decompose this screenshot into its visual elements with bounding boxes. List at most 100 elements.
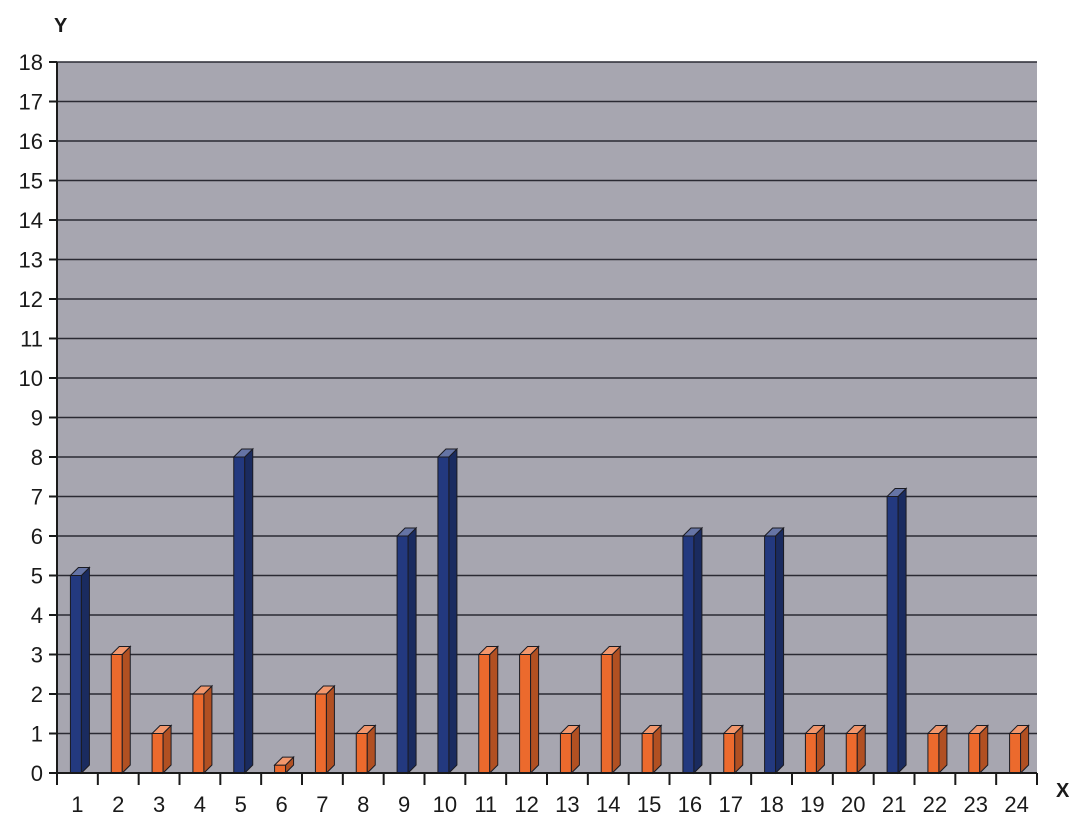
y-tick-label: 7 bbox=[31, 485, 43, 510]
y-tick-label: 6 bbox=[31, 524, 43, 549]
y-tick-label: 0 bbox=[31, 761, 43, 786]
y-tick-label: 16 bbox=[19, 129, 43, 154]
bar-front bbox=[192, 693, 205, 774]
bar bbox=[436, 447, 459, 775]
bar-front bbox=[233, 456, 246, 774]
bar-side bbox=[775, 526, 785, 775]
bar-front bbox=[478, 654, 491, 774]
bar-side bbox=[325, 684, 335, 775]
bar-top bbox=[314, 685, 336, 695]
bar-front bbox=[682, 535, 695, 774]
bar-top bbox=[518, 646, 540, 655]
bar bbox=[355, 724, 377, 775]
y-tick-label: 18 bbox=[19, 50, 43, 75]
x-tick-label: 18 bbox=[759, 792, 783, 817]
bar-front bbox=[355, 733, 368, 774]
bar-front bbox=[845, 733, 858, 774]
bar-side bbox=[203, 684, 213, 775]
bar-top bbox=[926, 725, 949, 734]
bar-top bbox=[722, 725, 744, 734]
bar-top bbox=[885, 488, 908, 497]
bar bbox=[191, 684, 214, 775]
bar-front bbox=[804, 733, 817, 774]
x-tick-label: 20 bbox=[841, 792, 865, 817]
bar-top bbox=[967, 725, 989, 734]
bar-front bbox=[1009, 733, 1022, 774]
y-tick-label: 17 bbox=[19, 90, 43, 115]
bar-front bbox=[764, 535, 777, 774]
bar-top bbox=[559, 725, 581, 734]
bar-top bbox=[640, 725, 663, 734]
bar bbox=[1008, 724, 1030, 775]
bar bbox=[69, 566, 91, 775]
bar-front bbox=[559, 733, 572, 774]
bar-side bbox=[80, 566, 90, 775]
bar bbox=[232, 447, 254, 775]
bar bbox=[559, 724, 581, 775]
bar-top bbox=[477, 646, 499, 655]
bar-top bbox=[273, 756, 295, 766]
bar-front bbox=[396, 535, 409, 774]
x-tick-label: 17 bbox=[719, 792, 743, 817]
gridlines bbox=[57, 61, 1037, 735]
bar bbox=[967, 724, 989, 775]
x-tick-label: 23 bbox=[964, 792, 988, 817]
bar bbox=[722, 724, 744, 775]
x-tick-label: 1 bbox=[71, 792, 83, 817]
x-tick-label: 2 bbox=[112, 792, 124, 817]
bar bbox=[763, 526, 785, 775]
bar-top bbox=[600, 646, 622, 655]
bar bbox=[885, 487, 908, 775]
x-tick-label: 14 bbox=[596, 792, 620, 817]
x-tick-labels: 1 2 3 4 5 6 7 8 9 10 11 12 13 14 15 16 17 18 19 20 21 22 23 24 bbox=[71, 792, 1029, 817]
bar bbox=[110, 645, 132, 775]
bar bbox=[477, 645, 499, 775]
y-tick-label: 14 bbox=[19, 208, 43, 233]
x-tick-label: 15 bbox=[637, 792, 661, 817]
bar bbox=[395, 526, 418, 775]
x-tick-label: 11 bbox=[474, 792, 497, 817]
bar-front bbox=[600, 654, 613, 774]
bar-top bbox=[232, 448, 254, 458]
y-tick-label: 8 bbox=[31, 445, 43, 470]
bar-top bbox=[150, 725, 173, 734]
x-tick-label: 6 bbox=[275, 792, 287, 817]
x-tick-label: 22 bbox=[923, 792, 947, 817]
bar bbox=[150, 724, 173, 775]
bar bbox=[273, 755, 295, 775]
y-axis-title: Y bbox=[54, 15, 68, 37]
bar-side bbox=[897, 487, 907, 775]
bar bbox=[640, 724, 663, 775]
bar-front bbox=[274, 764, 287, 774]
x-tick-label: 21 bbox=[882, 792, 906, 817]
bar-front bbox=[641, 733, 654, 774]
bar-side bbox=[693, 526, 703, 775]
y-tick-label: 5 bbox=[31, 564, 43, 589]
bar-top bbox=[191, 685, 214, 695]
x-tick-label: 7 bbox=[316, 792, 328, 817]
bar bbox=[681, 526, 704, 775]
x-tick-label: 10 bbox=[433, 792, 457, 817]
axes bbox=[49, 61, 1038, 785]
bar-top bbox=[845, 725, 867, 734]
bar-side bbox=[448, 447, 458, 775]
y-tick-label: 15 bbox=[19, 169, 43, 194]
bar-top bbox=[804, 725, 826, 734]
y-tick-label: 4 bbox=[31, 603, 43, 628]
bar-front bbox=[968, 733, 981, 774]
bar-top bbox=[763, 527, 785, 537]
x-tick-label: 4 bbox=[194, 792, 206, 817]
bar bbox=[600, 645, 622, 775]
bar-front bbox=[437, 456, 450, 774]
bar-side bbox=[244, 447, 254, 775]
bar bbox=[518, 645, 540, 775]
x-tick-label: 8 bbox=[357, 792, 369, 817]
y-tick-label: 12 bbox=[19, 287, 43, 312]
bar-top bbox=[355, 725, 377, 734]
x-tick-label: 3 bbox=[153, 792, 165, 817]
bar-side bbox=[407, 526, 417, 775]
bar-front bbox=[927, 733, 940, 774]
bar-top bbox=[681, 527, 704, 537]
